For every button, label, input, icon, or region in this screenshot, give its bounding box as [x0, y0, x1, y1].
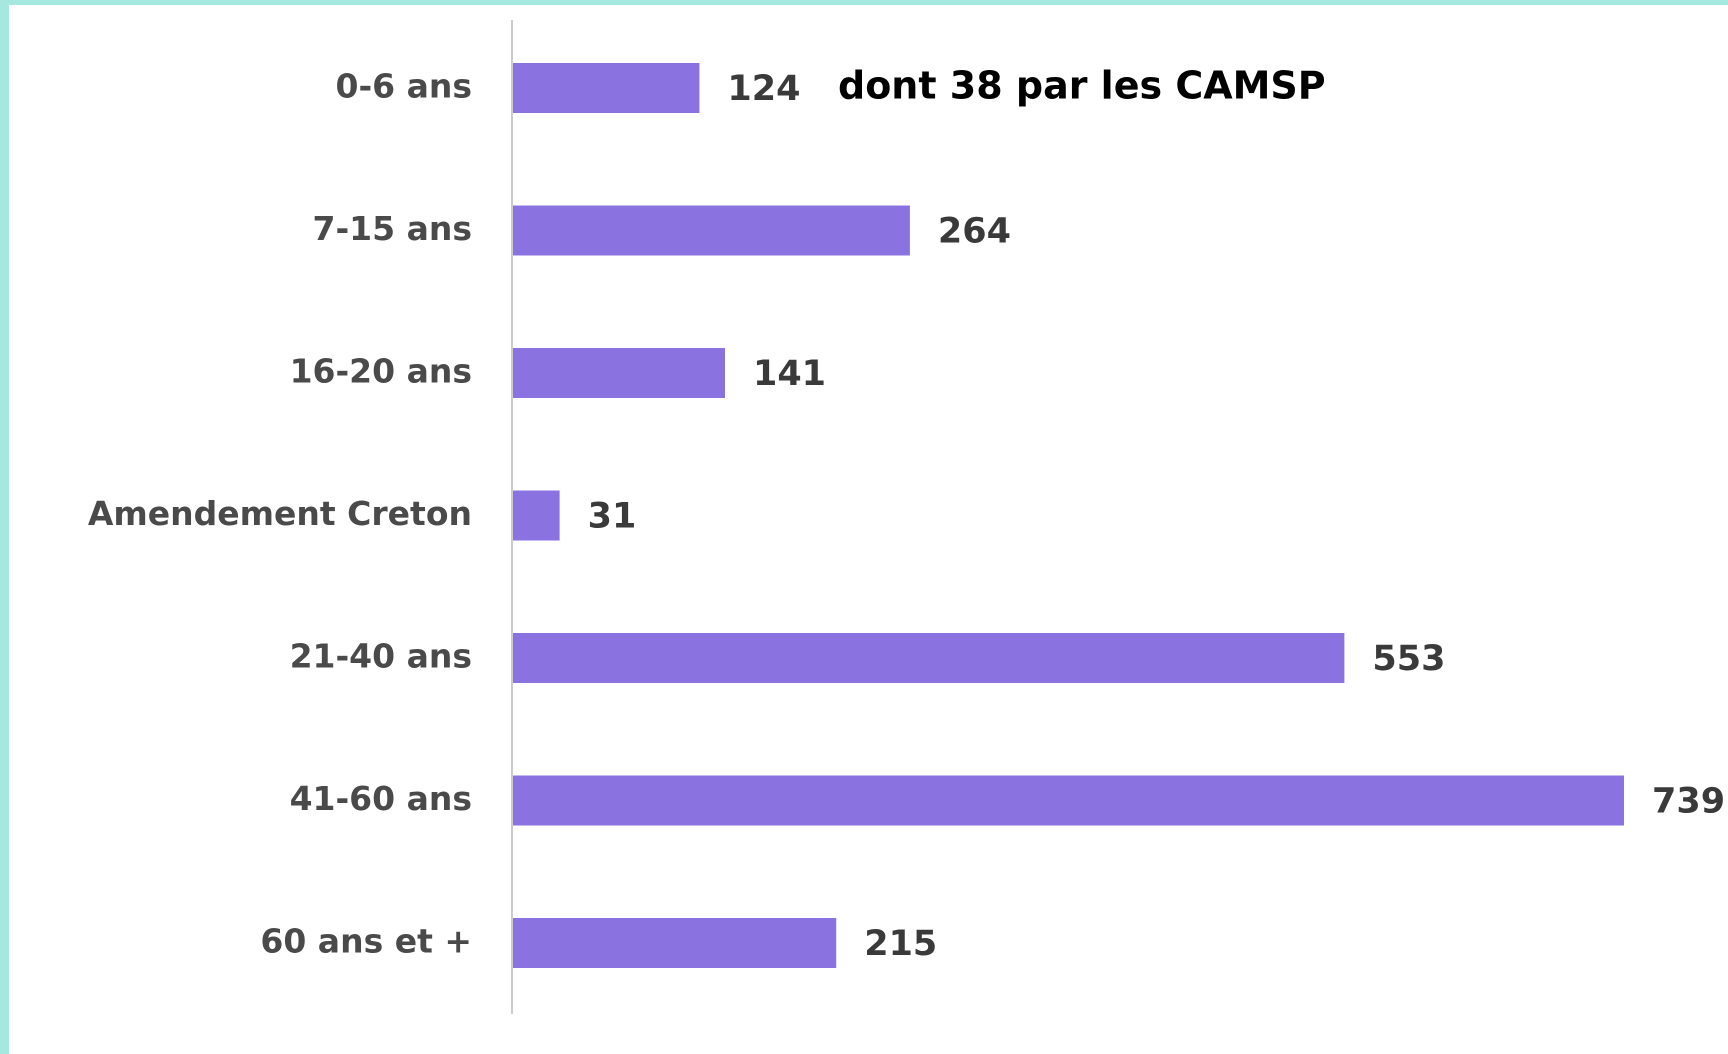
left-border [0, 0, 9, 1054]
bar [513, 205, 910, 256]
value-label: 215 [864, 924, 937, 964]
category-label: 7-15 ans [313, 209, 472, 248]
value-label: 124 [727, 69, 800, 109]
value-label: 553 [1372, 639, 1445, 679]
category-label: 16-20 ans [290, 352, 472, 391]
annotation: dont 38 par les CAMSP [838, 64, 1326, 108]
category-label: 21-40 ans [290, 637, 472, 676]
value-label: 141 [753, 354, 826, 394]
bar [513, 918, 837, 968]
value-label: 31 [588, 497, 637, 537]
top-border [0, 0, 1728, 5]
value-label: 264 [938, 212, 1011, 252]
category-label: 60 ans et + [260, 922, 472, 961]
bar [513, 63, 700, 113]
bar [513, 775, 1624, 826]
category-label: Amendement Creton [88, 494, 472, 533]
bar [513, 490, 560, 541]
category-label: 41-60 ans [290, 779, 472, 818]
bar [513, 348, 725, 398]
bar [513, 633, 1345, 683]
category-label: 0-6 ans [335, 67, 472, 106]
value-label: 739 [1652, 782, 1725, 822]
